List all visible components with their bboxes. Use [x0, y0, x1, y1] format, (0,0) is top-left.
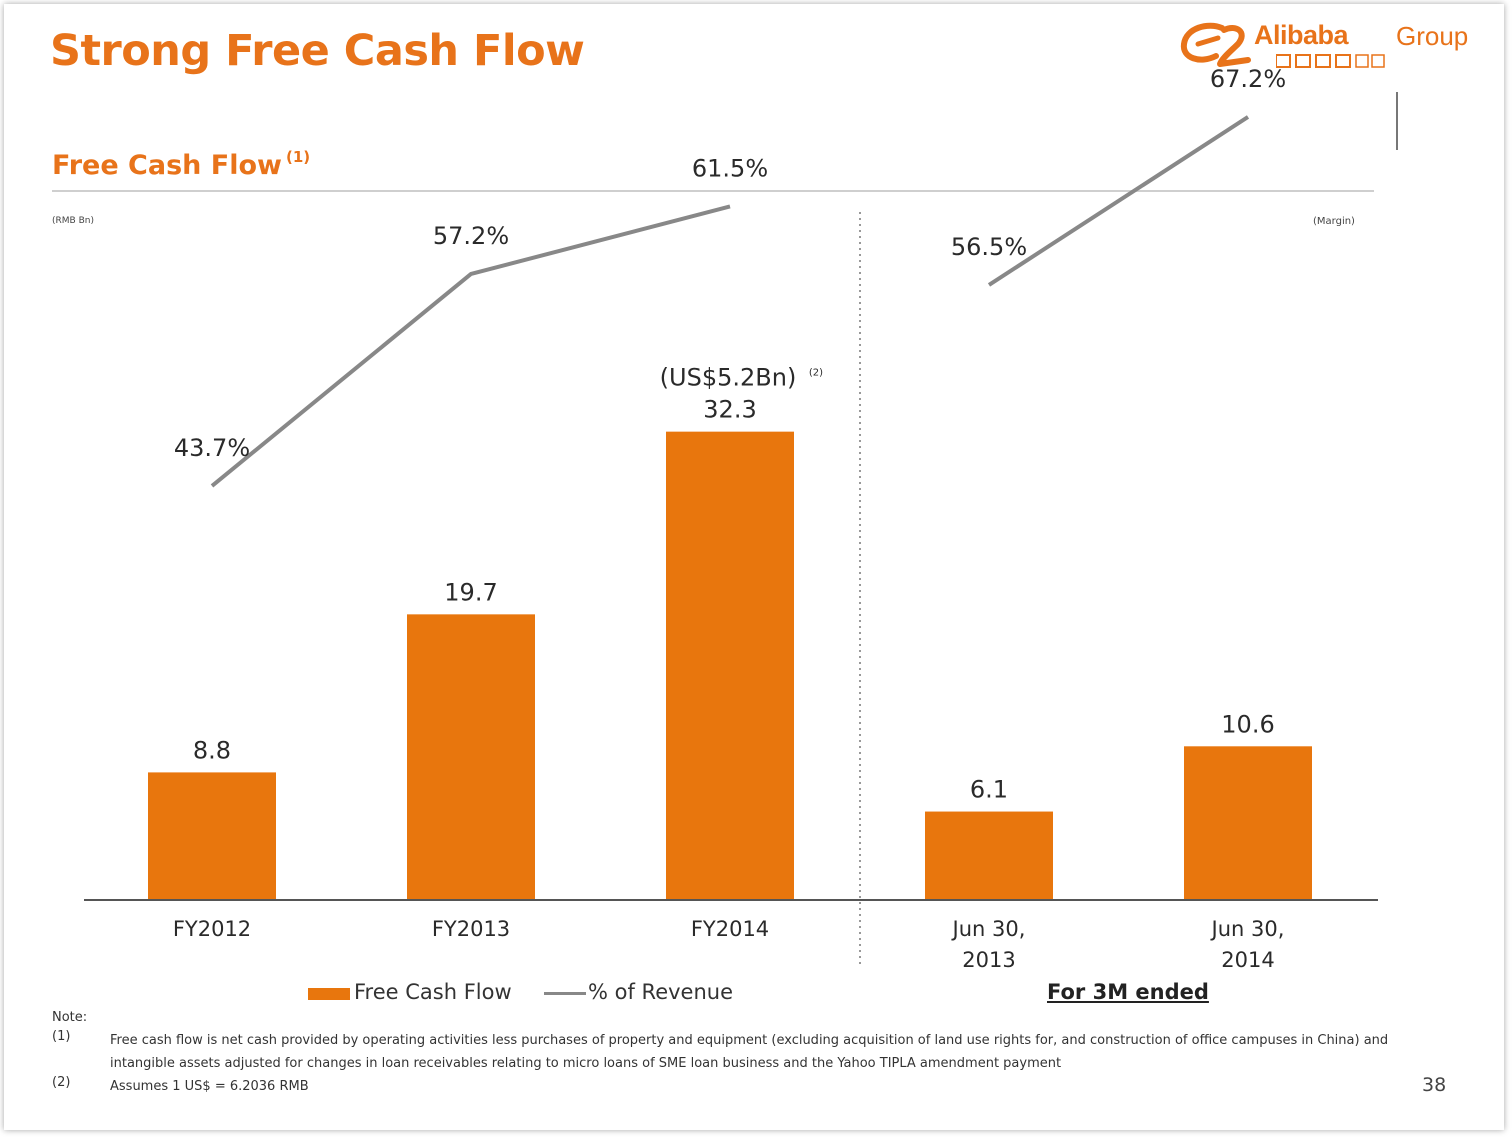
bar-value-label-3: 32.3: [703, 396, 756, 424]
category-label-1: FY2012: [173, 917, 251, 941]
margin-label-4: 56.5%: [951, 233, 1027, 261]
footnotes-heading: Note:: [52, 1010, 88, 1025]
legend-label-bar: Free Cash Flow: [354, 980, 512, 1004]
footnote-2-number: (2): [52, 1075, 71, 1090]
margin-label-1: 43.7%: [174, 434, 250, 462]
margin-label-5: 67.2%: [1210, 65, 1286, 93]
footnote-2-text: Assumes 1 US$ = 6.2036 RMB: [110, 1079, 309, 1094]
footnote-1-text: Free cash flow is net cash provided by o…: [110, 1033, 1389, 1071]
category-label-4-line-2: 2013: [962, 948, 1015, 972]
margin-line-segment-1: [210, 204, 731, 488]
footnote-2: (2) Assumes 1 US$ = 6.2036 RMB: [52, 1075, 1392, 1098]
bar-value-label-5: 10.6: [1221, 710, 1274, 738]
margin-label-3: 61.5%: [692, 154, 768, 182]
unit-label-right: (Margin): [1313, 216, 1355, 227]
category-label-5-line-2: 2014: [1221, 948, 1274, 972]
bar-2: [407, 614, 535, 900]
bar-annotation-footnote: (2): [809, 368, 823, 379]
alibaba-logo-icon: [1180, 22, 1251, 67]
bar-value-label-1: 8.8: [193, 736, 231, 764]
bar-1: [148, 772, 276, 900]
period-note: For 3M ended: [1047, 980, 1209, 1004]
page-title: Strong Free Cash Flow: [50, 26, 585, 76]
logo-group-text: Group: [1396, 21, 1469, 51]
page-number: 38: [1422, 1074, 1447, 1096]
bar-5: [1184, 746, 1312, 900]
legend-label-line: % of Revenue: [588, 980, 734, 1004]
section-heading-text: Free Cash Flow: [52, 150, 282, 181]
unit-label-left: (RMB Bn): [52, 216, 94, 226]
category-label-3: FY2014: [691, 917, 769, 941]
bar-4: [925, 811, 1053, 900]
header-divider: [1396, 92, 1398, 150]
bar-value-label-2: 19.7: [444, 578, 497, 606]
footnotes: Note: (1) Free cash flow is net cash pro…: [52, 1010, 1392, 1098]
alibaba-logo: Alibaba Group: [1178, 18, 1488, 80]
logo-chinese-wordmark-icon: [1276, 54, 1385, 68]
margin-line-segment-2: [987, 115, 1250, 287]
logo-brand-text: Alibaba: [1254, 20, 1349, 50]
footnote-1-number: (1): [52, 1029, 71, 1044]
legend-swatch-line: [544, 992, 586, 995]
section-rule: [52, 190, 1374, 192]
bar-annotation-usd: (US$5.2Bn): [660, 364, 797, 392]
bar-3: [666, 431, 794, 900]
section-heading-footnote: (1): [285, 148, 311, 166]
legend-swatch-bar: [308, 988, 350, 1000]
footnote-1: (1) Free cash flow is net cash provided …: [52, 1029, 1392, 1075]
category-label-2: FY2013: [432, 917, 510, 941]
category-label-5-line-1: Jun 30,: [1210, 917, 1285, 941]
section-heading: Free Cash Flow (1): [52, 148, 311, 181]
bar-value-label-4: 6.1: [970, 776, 1008, 804]
category-label-4-line-1: Jun 30,: [951, 917, 1026, 941]
margin-label-2: 57.2%: [433, 222, 509, 250]
